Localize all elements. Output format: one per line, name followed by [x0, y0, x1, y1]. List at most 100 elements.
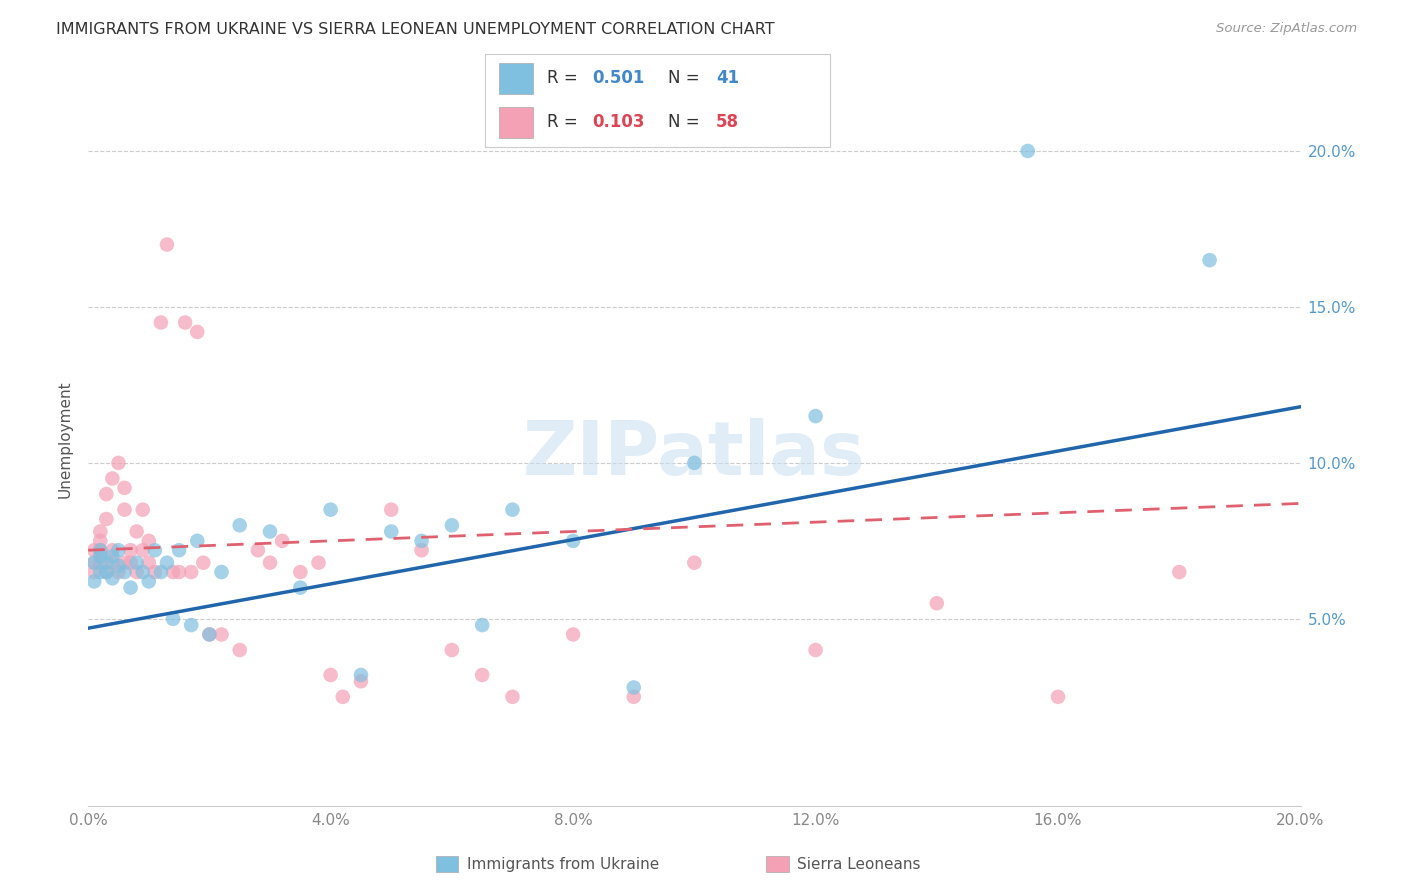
Point — [246, 543, 269, 558]
Point — [83, 556, 105, 570]
Point — [411, 533, 433, 548]
Point — [562, 533, 585, 548]
Point — [89, 533, 111, 548]
Point — [411, 543, 433, 558]
Point — [683, 456, 706, 470]
Point — [198, 627, 221, 641]
Point — [440, 643, 463, 657]
Point — [683, 556, 706, 570]
Point — [89, 543, 111, 558]
Point — [259, 524, 281, 539]
Point — [501, 502, 523, 516]
Text: 58: 58 — [716, 113, 740, 131]
Point — [380, 524, 402, 539]
Point — [1198, 253, 1220, 268]
Point — [186, 533, 208, 548]
Point — [623, 690, 645, 704]
Point — [114, 481, 136, 495]
Point — [101, 571, 124, 585]
Point — [96, 565, 118, 579]
Y-axis label: Unemployment: Unemployment — [58, 381, 72, 499]
Point — [89, 565, 111, 579]
Point — [107, 456, 129, 470]
Point — [350, 674, 373, 689]
Point — [143, 543, 166, 558]
Point — [440, 518, 463, 533]
Point — [120, 556, 142, 570]
Point — [114, 556, 136, 570]
Point — [120, 581, 142, 595]
Point — [562, 627, 585, 641]
Point — [132, 502, 155, 516]
Point — [350, 668, 373, 682]
Point — [120, 543, 142, 558]
Text: 0.501: 0.501 — [592, 69, 644, 87]
Text: Sierra Leoneans: Sierra Leoneans — [797, 857, 921, 871]
Point — [96, 556, 118, 570]
Point — [193, 556, 215, 570]
Point — [132, 543, 155, 558]
Point — [89, 524, 111, 539]
Point — [271, 533, 294, 548]
Point — [89, 543, 111, 558]
Text: IMMIGRANTS FROM UKRAINE VS SIERRA LEONEAN UNEMPLOYMENT CORRELATION CHART: IMMIGRANTS FROM UKRAINE VS SIERRA LEONEA… — [56, 22, 775, 37]
Point — [96, 487, 118, 501]
Point — [925, 596, 948, 610]
Text: N =: N = — [668, 113, 704, 131]
Point — [83, 543, 105, 558]
Point — [156, 237, 179, 252]
Point — [101, 549, 124, 564]
Point — [101, 556, 124, 570]
Point — [167, 565, 190, 579]
Point — [167, 543, 190, 558]
Point — [89, 549, 111, 564]
Point — [107, 558, 129, 573]
Text: ZIPatlas: ZIPatlas — [523, 417, 866, 491]
Text: 0.103: 0.103 — [592, 113, 644, 131]
Point — [1017, 144, 1039, 158]
Point — [290, 565, 312, 579]
Point — [101, 543, 124, 558]
Point — [180, 618, 202, 632]
Text: R =: R = — [547, 113, 583, 131]
Point — [471, 668, 494, 682]
Point — [1168, 565, 1191, 579]
Bar — [499, 63, 533, 94]
Point — [180, 565, 202, 579]
Point — [149, 565, 172, 579]
Point — [96, 512, 118, 526]
Point — [1047, 690, 1070, 704]
Text: 41: 41 — [716, 69, 740, 87]
Point — [143, 565, 166, 579]
Point — [319, 502, 342, 516]
Point — [83, 574, 105, 589]
Point — [228, 518, 250, 533]
Point — [198, 627, 221, 641]
Point — [107, 543, 129, 558]
Point — [319, 668, 342, 682]
Point — [96, 565, 118, 579]
Point — [114, 502, 136, 516]
Point — [138, 556, 160, 570]
Point — [332, 690, 354, 704]
Point — [228, 643, 250, 657]
Point — [125, 565, 148, 579]
Text: N =: N = — [668, 69, 704, 87]
Text: R =: R = — [547, 69, 583, 87]
Point — [89, 556, 111, 570]
Point — [138, 574, 160, 589]
Point — [174, 316, 197, 330]
Text: Source: ZipAtlas.com: Source: ZipAtlas.com — [1216, 22, 1357, 36]
Point — [501, 690, 523, 704]
Point — [149, 316, 172, 330]
Point — [186, 325, 208, 339]
Point — [211, 565, 233, 579]
Point — [290, 581, 312, 595]
Point — [107, 565, 129, 579]
Text: Immigrants from Ukraine: Immigrants from Ukraine — [467, 857, 659, 871]
Point — [101, 471, 124, 485]
Point — [162, 612, 184, 626]
Point — [125, 524, 148, 539]
Point — [804, 409, 827, 423]
Point — [132, 565, 155, 579]
